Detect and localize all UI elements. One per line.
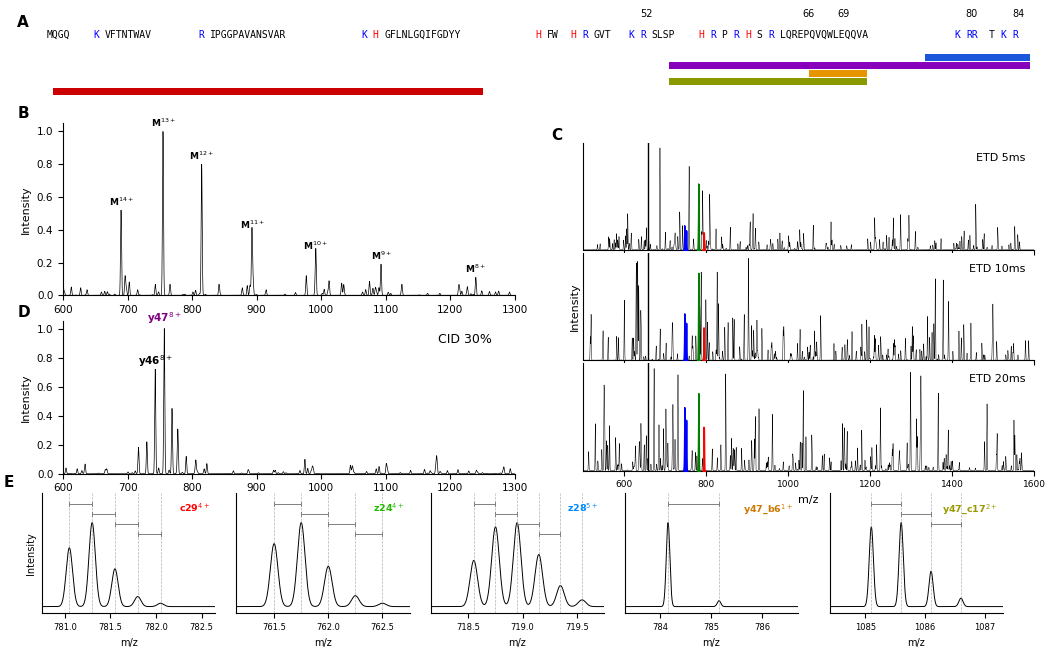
Text: R: R: [582, 30, 588, 40]
Text: K: K: [629, 30, 634, 40]
Text: VFTNTWAV: VFTNTWAV: [105, 30, 152, 40]
Text: K: K: [1001, 30, 1007, 40]
Text: M$^{11+}$: M$^{11+}$: [239, 218, 265, 230]
X-axis label: m/z: m/z: [278, 321, 299, 330]
Text: 84: 84: [1012, 8, 1025, 19]
Text: GVT: GVT: [593, 30, 611, 40]
X-axis label: m/z: m/z: [798, 495, 819, 505]
Text: ETD 20ms: ETD 20ms: [969, 374, 1025, 384]
Text: R: R: [198, 30, 204, 40]
Text: y46$^{8+}$: y46$^{8+}$: [138, 354, 172, 369]
Text: SLSP: SLSP: [652, 30, 675, 40]
Text: P: P: [721, 30, 728, 40]
Text: FW: FW: [547, 30, 559, 40]
Bar: [669, 78, 867, 85]
Text: R: R: [733, 30, 739, 40]
Bar: [808, 70, 867, 77]
X-axis label: m/z: m/z: [120, 637, 138, 648]
X-axis label: m/z: m/z: [278, 499, 299, 509]
Bar: [669, 62, 1030, 69]
Text: M$^{8+}$: M$^{8+}$: [465, 262, 486, 275]
Text: 66: 66: [803, 8, 815, 19]
Text: K: K: [93, 30, 100, 40]
Text: R: R: [640, 30, 646, 40]
Bar: [925, 54, 1030, 61]
Text: H: H: [744, 30, 751, 40]
Text: R: R: [769, 30, 774, 40]
Text: E: E: [4, 475, 15, 490]
Text: ETD 10ms: ETD 10ms: [969, 263, 1025, 274]
Text: S: S: [756, 30, 762, 40]
X-axis label: m/z: m/z: [907, 637, 925, 648]
Text: z28$^{5+}$: z28$^{5+}$: [567, 502, 598, 514]
Text: 80: 80: [966, 8, 978, 19]
Text: M$^{13+}$: M$^{13+}$: [150, 117, 175, 129]
Text: ETD 5ms: ETD 5ms: [975, 153, 1025, 164]
Text: MQGQ: MQGQ: [47, 30, 70, 40]
Text: R: R: [710, 30, 716, 40]
Text: CID 30%: CID 30%: [438, 334, 491, 347]
Text: GFLNLGQIFGDYY: GFLNLGQIFGDYY: [384, 30, 461, 40]
Text: T: T: [989, 30, 995, 40]
Text: 52: 52: [639, 8, 652, 19]
Bar: [52, 88, 483, 95]
Text: c29$^{4+}$: c29$^{4+}$: [180, 502, 210, 514]
Text: A: A: [17, 14, 29, 30]
Text: K: K: [954, 30, 960, 40]
Text: D: D: [18, 304, 30, 320]
X-axis label: m/z: m/z: [508, 637, 526, 648]
Y-axis label: Intensity: Intensity: [26, 532, 37, 574]
Text: C: C: [551, 128, 562, 143]
Y-axis label: Intensity: Intensity: [570, 282, 580, 331]
Text: B: B: [18, 106, 29, 121]
X-axis label: m/z: m/z: [314, 637, 332, 648]
Text: y47_c17$^{2+}$: y47_c17$^{2+}$: [942, 502, 998, 515]
Text: IPGGPAVANSVAR: IPGGPAVANSVAR: [210, 30, 287, 40]
X-axis label: m/z: m/z: [702, 637, 720, 648]
Text: M$^{14+}$: M$^{14+}$: [108, 195, 133, 208]
Text: M$^{10+}$: M$^{10+}$: [303, 239, 329, 252]
Text: RR: RR: [966, 30, 978, 40]
Text: R: R: [1012, 30, 1018, 40]
Text: H: H: [536, 30, 542, 40]
Y-axis label: Intensity: Intensity: [21, 185, 32, 234]
Text: K: K: [361, 30, 366, 40]
Y-axis label: Intensity: Intensity: [21, 373, 32, 422]
Text: y47$^{8+}$: y47$^{8+}$: [147, 310, 182, 326]
Text: 69: 69: [838, 8, 849, 19]
Text: H: H: [570, 30, 576, 40]
Text: H: H: [698, 30, 705, 40]
Text: y47_b6$^{1+}$: y47_b6$^{1+}$: [742, 502, 793, 515]
Text: H: H: [373, 30, 378, 40]
Text: LQREPQVQWLEQQVA: LQREPQVQWLEQQVA: [780, 30, 868, 40]
Text: M$^{9+}$: M$^{9+}$: [371, 249, 392, 262]
Text: M$^{12+}$: M$^{12+}$: [189, 149, 214, 162]
Text: z24$^{4+}$: z24$^{4+}$: [373, 502, 404, 514]
